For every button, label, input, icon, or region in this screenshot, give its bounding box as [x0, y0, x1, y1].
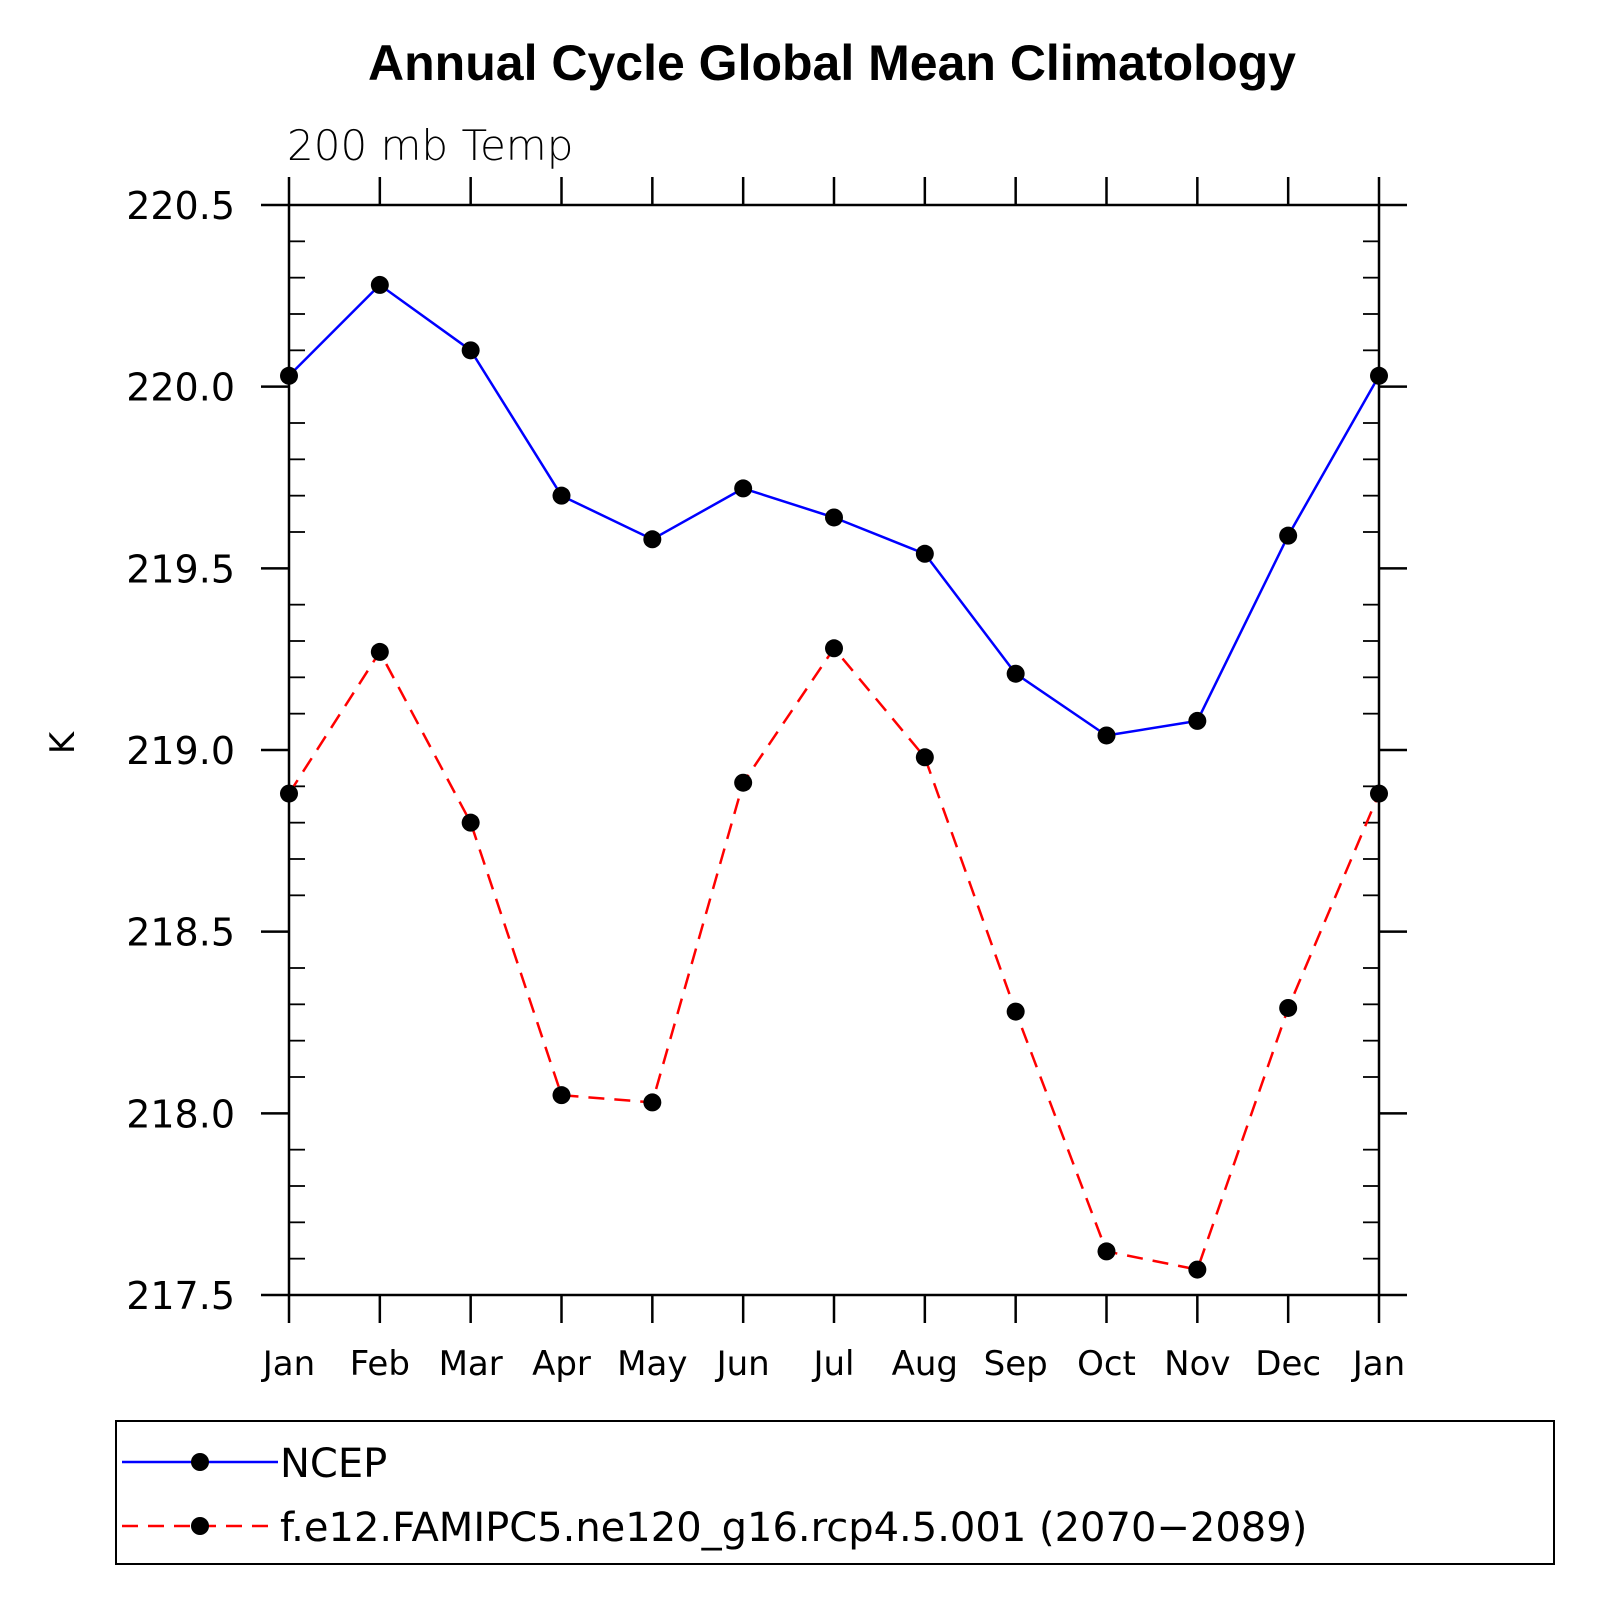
series-1-point — [1006, 1002, 1025, 1021]
x-tick-label: Sep — [984, 1344, 1048, 1384]
series-markers — [280, 275, 1388, 1279]
series-1-point — [915, 748, 934, 767]
x-tick-label: Nov — [1164, 1344, 1230, 1384]
y-axis-label: K — [43, 730, 83, 754]
y-tick-labels: 217.5 218.0 218.5 219.0 219.5 220.0 220.5 — [126, 184, 235, 1318]
legend-marker-ncep — [191, 1453, 209, 1471]
x-tick-label: Aug — [892, 1344, 958, 1384]
series-0-point — [734, 479, 753, 498]
y-tick-label: 219.5 — [126, 547, 235, 591]
series-line-1 — [287, 647, 1381, 1271]
y-tick-label: 218.0 — [126, 1092, 235, 1136]
series-0-point — [1370, 366, 1388, 385]
legend-box — [115, 1420, 1555, 1565]
x-tick-label: Oct — [1077, 1344, 1136, 1384]
legend-marker-model — [191, 1517, 209, 1535]
series-0-point — [370, 275, 389, 294]
series-0-point — [915, 544, 934, 563]
y-tick-label: 219.0 — [126, 729, 235, 773]
x-tick-label: Jul — [811, 1344, 854, 1384]
series-0-point — [643, 530, 662, 549]
series-1-point — [734, 773, 753, 792]
series-1-point — [1279, 998, 1298, 1017]
y-tick-label: 218.5 — [126, 911, 235, 955]
legend-label-model: f.e12.FAMIPC5.ne120_g16.rcp4.5.001 (2070… — [280, 1505, 1307, 1551]
series-lines — [287, 283, 1381, 1271]
x-tick-label: May — [617, 1344, 687, 1384]
x-tick-labels: Jan Feb Mar Apr May Jun Jul Aug Sep Oct Nov Dec Jan — [261, 1344, 1405, 1384]
x-tick-label: Jan — [1351, 1344, 1405, 1384]
x-tick-label: Mar — [439, 1344, 503, 1384]
series-1-point — [825, 639, 843, 658]
x-tick-label: Apr — [532, 1344, 591, 1384]
series-1-point — [1370, 784, 1388, 803]
series-0-point — [1097, 726, 1116, 745]
legend: NCEP f.e12.FAMIPC5.ne120_g16.rcp4.5.001 … — [115, 1420, 1555, 1565]
y-tick-label: 220.5 — [126, 184, 235, 228]
y-tick-label: 217.5 — [126, 1274, 235, 1318]
axis-ticks — [261, 177, 1407, 1323]
chart-subtitle: 200 mb Temp — [287, 121, 573, 170]
series-1-point — [643, 1093, 662, 1112]
series-0-point — [280, 366, 298, 385]
y-tick-label: 220.0 — [126, 366, 235, 410]
x-tick-label: Jan — [261, 1344, 315, 1384]
series-0-point — [461, 341, 480, 360]
legend-label-ncep: NCEP — [280, 1441, 387, 1487]
series-0-point — [1188, 711, 1207, 730]
series-0-point — [1279, 526, 1298, 545]
series-1-point — [1188, 1260, 1207, 1279]
series-1-point — [1097, 1242, 1116, 1261]
series-1-point — [280, 784, 298, 803]
series-0-point — [552, 486, 571, 505]
series-1-point — [552, 1086, 571, 1105]
chart-title: Annual Cycle Global Mean Climatology — [368, 35, 1296, 91]
x-tick-label: Dec — [1255, 1344, 1321, 1384]
series-0-point — [825, 508, 843, 527]
series-1-point — [370, 642, 389, 661]
x-tick-label: Jun — [715, 1344, 770, 1384]
plot-frame — [287, 203, 1381, 1297]
series-0-point — [1006, 664, 1025, 683]
x-tick-label: Feb — [350, 1344, 410, 1384]
series-1-point — [461, 813, 480, 832]
